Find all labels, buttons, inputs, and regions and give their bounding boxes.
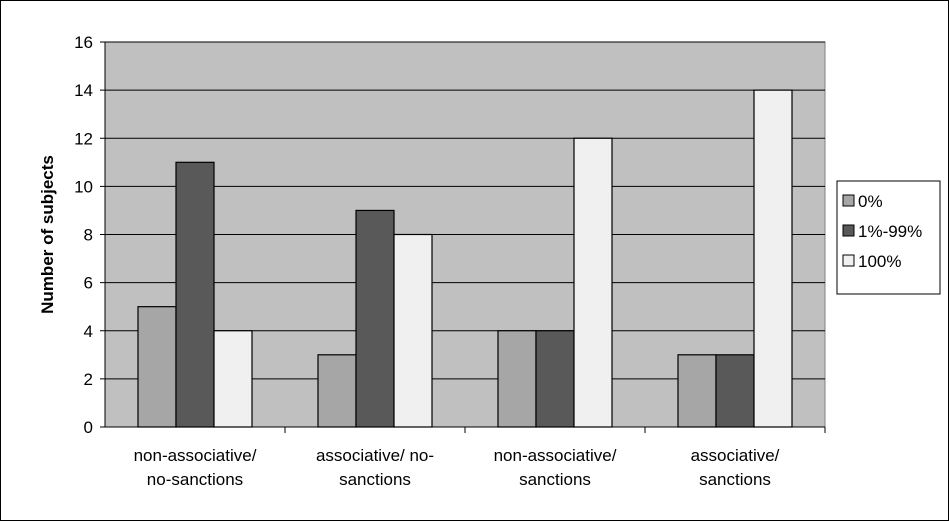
bar xyxy=(715,354,755,428)
y-tick-label: 6 xyxy=(84,274,93,293)
y-tick-label: 16 xyxy=(74,33,93,52)
x-category-label: non-associative/ xyxy=(494,446,617,465)
bar xyxy=(317,354,357,428)
bar xyxy=(677,354,717,428)
x-category-labels: non-associative/no-sanctions associative/… xyxy=(134,446,780,489)
bar xyxy=(753,89,793,428)
legend-label: 0% xyxy=(858,192,883,211)
bar xyxy=(213,330,253,428)
x-category-label: non-associative/ xyxy=(134,446,257,465)
x-category-label: associative/ no- xyxy=(316,446,434,465)
y-axis-label: Number of subjects xyxy=(38,155,57,314)
y-tick-label: 4 xyxy=(84,322,93,341)
legend-label: 1%-99% xyxy=(858,222,922,241)
bar xyxy=(535,330,575,428)
bar xyxy=(497,330,537,428)
y-tick-label: 2 xyxy=(84,370,93,389)
x-category-label: sanctions xyxy=(699,470,771,489)
bars xyxy=(137,89,793,428)
bar xyxy=(355,209,395,428)
legend-swatch xyxy=(842,254,855,267)
bar xyxy=(393,233,433,428)
bar xyxy=(175,161,215,428)
legend-swatch xyxy=(842,194,855,207)
x-category-label: associative/ xyxy=(691,446,780,465)
legend: 0% 1%-99% 100% xyxy=(836,180,941,295)
y-tick-label: 8 xyxy=(84,226,93,245)
y-tick-label: 10 xyxy=(74,177,93,196)
legend-label: 100% xyxy=(858,252,901,271)
y-tick-labels: 0 2 4 6 8 10 12 14 16 xyxy=(74,33,105,437)
y-tick-label: 14 xyxy=(74,81,93,100)
legend-swatch xyxy=(842,224,855,237)
bar xyxy=(573,137,613,428)
x-category-label: sanctions xyxy=(339,470,411,489)
bar xyxy=(137,306,177,428)
y-tick-label: 0 xyxy=(84,418,93,437)
x-category-label: no-sanctions xyxy=(147,470,243,489)
y-tick-label: 12 xyxy=(74,129,93,148)
x-category-label: sanctions xyxy=(519,470,591,489)
